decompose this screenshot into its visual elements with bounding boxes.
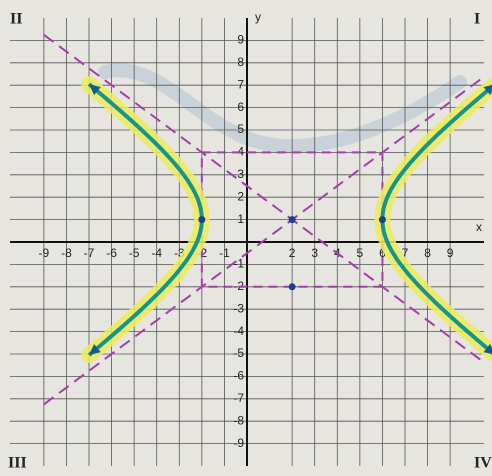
x-tick-label: 3 (311, 246, 318, 260)
quadrant-label: II (10, 11, 22, 28)
y-tick-label: -6 (233, 369, 244, 383)
point (289, 216, 296, 223)
y-tick-label: -3 (233, 301, 244, 315)
point (289, 283, 296, 290)
y-tick-label: 2 (237, 189, 244, 203)
y-axis-label: y (255, 10, 261, 24)
quadrant-label: I (474, 11, 480, 28)
y-tick-label: -7 (233, 391, 244, 405)
y-tick-label: 6 (237, 100, 244, 114)
y-tick-label: 7 (237, 77, 244, 91)
x-tick-label: -6 (106, 246, 117, 260)
x-tick-label: 8 (424, 246, 431, 260)
point (379, 216, 386, 223)
point (198, 216, 205, 223)
x-tick-label: -9 (39, 246, 50, 260)
y-tick-label: -5 (233, 346, 244, 360)
x-axis-label: x (476, 220, 482, 234)
x-tick-label: -7 (84, 246, 95, 260)
y-tick-label: -8 (233, 413, 244, 427)
quadrant-label: III (8, 455, 27, 472)
y-tick-label: 1 (237, 212, 244, 226)
y-tick-label: -1 (233, 257, 244, 271)
x-tick-label: -8 (61, 246, 72, 260)
y-tick-label: -9 (233, 436, 244, 450)
y-tick-label: 8 (237, 55, 244, 69)
quadrant-label: IV (474, 455, 492, 472)
x-tick-label: 5 (357, 246, 364, 260)
y-tick-label: -4 (233, 324, 244, 338)
y-tick-label: 9 (237, 33, 244, 47)
chart: II I III IV xy-9-8-7-6-5-4-3-2-123456789… (0, 0, 492, 476)
x-tick-label: -5 (129, 246, 140, 260)
y-tick-label: 5 (237, 122, 244, 136)
x-tick-label: 2 (289, 246, 296, 260)
y-tick-label: 3 (237, 167, 244, 181)
x-tick-label: -1 (219, 246, 230, 260)
x-tick-label: 9 (447, 246, 454, 260)
x-tick-label: -4 (151, 246, 162, 260)
